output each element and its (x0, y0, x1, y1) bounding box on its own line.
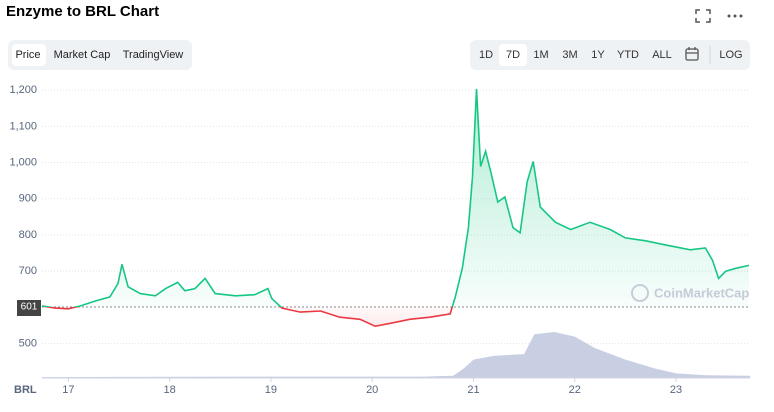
y-tick-label: 800 (19, 229, 37, 241)
y-tick-label: 1,100 (9, 120, 37, 132)
calendar-icon[interactable] (685, 47, 699, 61)
expand-icon[interactable] (695, 9, 711, 23)
x-tick-label: 17 (62, 384, 74, 396)
tab-active (12, 44, 46, 66)
range-button[interactable]: 1Y (591, 49, 605, 61)
tab[interactable]: Market Cap (54, 49, 111, 61)
x-tick-label: 19 (265, 384, 277, 396)
range-active (499, 44, 527, 66)
range-button[interactable]: 1M (533, 49, 548, 61)
currency-label: BRL (14, 384, 37, 396)
baseline-label: 601 (21, 302, 38, 313)
tab[interactable]: Price (15, 49, 40, 61)
range-button[interactable]: 3M (562, 49, 577, 61)
y-tick-label: 500 (19, 338, 37, 350)
title: Enzyme to BRL Chart (6, 3, 159, 20)
range-button[interactable]: 7D (506, 49, 520, 61)
more-icon[interactable] (727, 14, 743, 18)
x-tick-label: 20 (366, 384, 378, 396)
volume-area (42, 332, 750, 378)
x-tick-label: 22 (569, 384, 581, 396)
y-tick-label: 1,200 (9, 84, 37, 96)
range-button[interactable]: YTD (617, 49, 639, 61)
log-button[interactable]: LOG (719, 49, 742, 61)
price-area (42, 89, 749, 327)
x-tick-label: 21 (467, 384, 479, 396)
y-tick-label: 1,000 (9, 156, 37, 168)
x-tick-label: 18 (163, 384, 175, 396)
y-tick-label: 900 (19, 193, 37, 205)
range-group (470, 40, 750, 70)
watermark: CoinMarketCap (654, 285, 749, 300)
tab-group (8, 40, 192, 70)
y-tick-label: 700 (19, 265, 37, 277)
watermark-logo (631, 284, 649, 302)
x-tick-label: 23 (670, 384, 682, 396)
price-line (41, 89, 750, 328)
range-button[interactable]: ALL (652, 49, 672, 61)
baseline-label-bg (17, 300, 41, 316)
range-button[interactable]: 1D (479, 49, 493, 61)
tab[interactable]: TradingView (123, 49, 184, 61)
